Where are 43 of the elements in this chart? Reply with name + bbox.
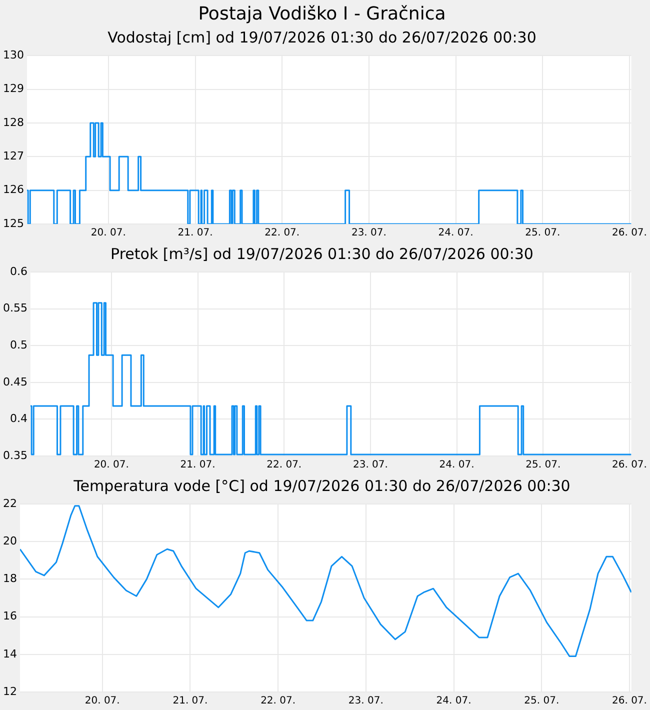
x-tick-label: 21. 07. [172, 696, 208, 707]
x-tick-label: 24. 07. [439, 460, 474, 471]
chart-subtitle: Vodostaj [cm] od 19/07/2026 01:30 do 26/07/2026 00:30 [108, 28, 536, 46]
y-tick-label: 0.6 [10, 264, 28, 278]
chart-title: Temperatura vode [°C] od 19/07/2026 01:30 do 26/07/2026 00:30 [72, 476, 570, 495]
x-tick-label: 24. 07. [436, 696, 472, 707]
chart-title: Postaja Vodiško I - Gračnica [198, 3, 446, 24]
y-tick-label: 16 [2, 610, 17, 623]
x-tick-label: 25. 07. [525, 228, 560, 239]
x-tick-label: 24. 07. [438, 228, 474, 239]
x-tick-label: 20. 07. [84, 696, 120, 707]
x-tick-label: 20. 07. [94, 460, 129, 471]
x-tick-label: 22. 07. [264, 228, 300, 239]
x-tick-label: 26. 07. [612, 460, 647, 471]
y-tick-label: 0.35 [2, 448, 28, 462]
y-tick-label: 128 [2, 116, 24, 129]
x-tick-label: 22. 07. [266, 460, 302, 471]
y-tick-label: 12 [2, 684, 17, 698]
y-tick-label: 125 [2, 216, 24, 230]
x-tick-label: 25. 07. [524, 696, 560, 707]
y-tick-label: 14 [2, 647, 17, 660]
x-tick-label: 23. 07. [348, 696, 384, 707]
x-tick-label: 23. 07. [351, 228, 386, 239]
y-tick-label: 20 [2, 534, 17, 548]
x-tick-label: 20. 07. [90, 228, 126, 239]
y-tick-label: 22 [2, 496, 17, 510]
y-tick-label: 0.4 [10, 412, 28, 426]
x-tick-label: 21. 07. [178, 228, 213, 239]
chart-title: Pretok [m³/s] od 19/07/2026 01:30 do 26/07/2026 00:30 [110, 244, 534, 263]
y-tick-label: 0.45 [2, 375, 28, 388]
x-tick-label: 25. 07. [526, 460, 561, 471]
y-tick-label: 0.55 [2, 302, 28, 315]
y-tick-label: 18 [2, 572, 17, 586]
x-tick-label: 21. 07. [180, 460, 216, 471]
x-tick-label: 26. 07. [612, 696, 647, 707]
x-tick-label: 23. 07. [352, 460, 388, 471]
y-tick-label: 0.5 [10, 338, 28, 352]
y-tick-label: 126 [2, 183, 24, 196]
x-tick-label: 26. 07. [612, 228, 647, 239]
y-tick-label: 130 [2, 48, 24, 62]
x-tick-label: 22. 07. [260, 696, 296, 707]
y-tick-label: 129 [2, 82, 24, 96]
y-tick-label: 127 [2, 150, 24, 162]
